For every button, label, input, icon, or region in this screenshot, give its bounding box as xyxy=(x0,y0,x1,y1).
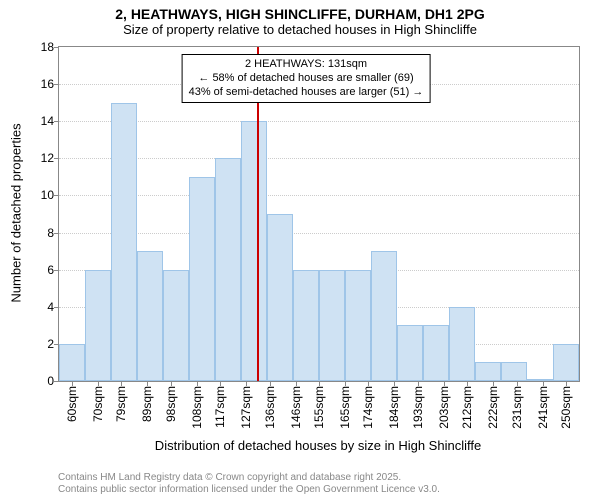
x-tick-label: 203sqm xyxy=(437,381,451,429)
x-tick-label: 174sqm xyxy=(361,381,375,429)
y-tick-label: 4 xyxy=(47,300,59,314)
histogram-bar xyxy=(189,177,215,381)
y-tick-label: 10 xyxy=(41,188,59,202)
x-tick-label: 212sqm xyxy=(460,381,474,429)
histogram-bar xyxy=(423,325,449,381)
histogram-bar xyxy=(397,325,423,381)
y-tick-label: 14 xyxy=(41,114,59,128)
histogram-bar xyxy=(59,344,85,381)
x-tick-label: 79sqm xyxy=(114,381,128,422)
x-tick-label: 89sqm xyxy=(140,381,154,422)
gridline xyxy=(59,158,579,159)
x-tick-label: 193sqm xyxy=(411,381,425,429)
histogram-bar xyxy=(501,362,527,381)
histogram-bar xyxy=(111,103,137,381)
gridline xyxy=(59,233,579,234)
y-tick-label: 6 xyxy=(47,263,59,277)
y-tick-label: 2 xyxy=(47,337,59,351)
histogram-bar xyxy=(293,270,319,381)
x-tick-label: 155sqm xyxy=(312,381,326,429)
histogram-bar xyxy=(137,251,163,381)
x-axis-label: Distribution of detached houses by size … xyxy=(155,438,481,453)
x-tick-label: 108sqm xyxy=(190,381,204,429)
footer-line: Contains public sector information licen… xyxy=(58,484,440,496)
histogram-bar xyxy=(345,270,371,381)
annotation-box: 2 HEATHWAYS: 131sqm← 58% of detached hou… xyxy=(182,54,431,103)
x-tick-label: 98sqm xyxy=(164,381,178,422)
chart-container: 2, HEATHWAYS, HIGH SHINCLIFFE, DURHAM, D… xyxy=(0,0,600,500)
histogram-bar xyxy=(85,270,111,381)
y-tick-label: 0 xyxy=(47,374,59,388)
x-tick-label: 117sqm xyxy=(213,381,227,428)
y-tick-label: 18 xyxy=(41,40,59,54)
footer-line: Contains HM Land Registry data © Crown c… xyxy=(58,472,440,484)
histogram-bar xyxy=(371,251,397,381)
x-tick-label: 184sqm xyxy=(387,381,401,429)
plot-area: 02468101214161860sqm70sqm79sqm89sqm98sqm… xyxy=(58,46,580,382)
histogram-bar xyxy=(449,307,475,381)
histogram-bar xyxy=(553,344,579,381)
x-tick-label: 60sqm xyxy=(65,381,79,422)
annotation-line: ← 58% of detached houses are smaller (69… xyxy=(189,71,424,85)
x-tick-label: 165sqm xyxy=(338,381,352,429)
x-tick-label: 146sqm xyxy=(289,381,303,429)
annotation-line: 2 HEATHWAYS: 131sqm xyxy=(189,57,424,71)
x-tick-label: 250sqm xyxy=(559,381,573,429)
y-tick-label: 16 xyxy=(41,77,59,91)
y-axis-label: Number of detached properties xyxy=(9,123,24,302)
histogram-bar xyxy=(163,270,189,381)
histogram-bar xyxy=(241,121,267,381)
footer-attribution: Contains HM Land Registry data © Crown c… xyxy=(58,472,440,496)
x-tick-label: 222sqm xyxy=(486,381,500,429)
y-tick-label: 8 xyxy=(47,226,59,240)
gridline xyxy=(59,195,579,196)
histogram-bar xyxy=(215,158,241,381)
y-tick-label: 12 xyxy=(41,151,59,165)
gridline xyxy=(59,121,579,122)
x-tick-label: 231sqm xyxy=(510,381,524,429)
x-tick-label: 70sqm xyxy=(91,381,105,422)
title-main: 2, HEATHWAYS, HIGH SHINCLIFFE, DURHAM, D… xyxy=(0,0,600,22)
histogram-bar xyxy=(475,362,501,381)
x-tick-label: 136sqm xyxy=(263,381,277,429)
annotation-line: 43% of semi-detached houses are larger (… xyxy=(189,85,424,99)
title-sub: Size of property relative to detached ho… xyxy=(0,22,600,41)
x-tick-label: 241sqm xyxy=(536,381,550,429)
x-tick-label: 127sqm xyxy=(239,381,253,429)
histogram-bar xyxy=(267,214,293,381)
histogram-bar xyxy=(319,270,345,381)
